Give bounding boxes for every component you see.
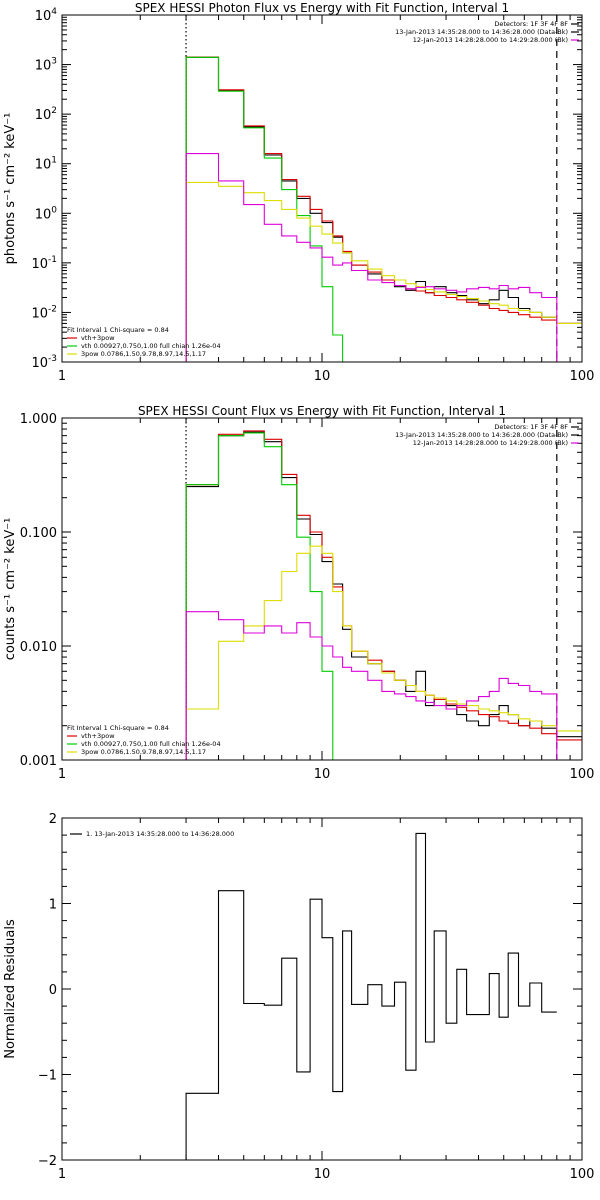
y-tick-label: 1 [49, 898, 57, 913]
y-axis-ticks [62, 422, 582, 761]
plot-frame [61, 417, 583, 761]
y-tick-label: 2 [49, 812, 57, 827]
series-line-5 [185, 153, 582, 362]
y-tick-label: 10-3 [31, 354, 57, 371]
y-tick-label: 103 [35, 57, 57, 74]
y-tick-exponent: 1 [51, 156, 57, 166]
legend-title: Fit Interval 1 Chi-square = 0.84 [67, 326, 169, 334]
x-tick-label: 1 [58, 369, 66, 384]
y-tick-label: 10-2 [31, 304, 57, 321]
y-tick-label: 0.100 [20, 526, 57, 541]
x-tick-label: 10 [314, 369, 331, 384]
series-line-1 [185, 56, 582, 362]
y-tick-exponent: 0 [51, 205, 57, 215]
y-tick-label: 101 [35, 156, 57, 173]
chart-title: SPEX HESSI Photon Flux vs Energy with Fi… [135, 1, 509, 15]
plot-area [185, 832, 557, 1160]
series-line-3 [185, 432, 582, 760]
plot-area [185, 430, 582, 760]
x-tick-label: 1 [58, 767, 66, 782]
y-tick-label: −1 [38, 1069, 57, 1084]
x-axis-ticks [61, 418, 583, 760]
series-line-5 [185, 611, 582, 760]
legend-item-label: 3pow 0.0786,1.50,9.78,8.97,14.5,1.17 [81, 748, 206, 756]
x-axis-ticks [61, 818, 583, 1160]
header-line-3: 12-Jan-2013 14:28:28.000 to 14:29:28.000… [413, 36, 568, 44]
x-tick-label: 100 [570, 767, 595, 782]
legend-item-label: vth 0.00927,0.750,1.00 full chian 1.26e-… [81, 740, 221, 748]
x-tick-label: 1 [58, 1167, 66, 1182]
header-line-3: 12-Jan-2013 14:28:28.000 to 14:29:28.000… [413, 439, 568, 447]
legend-item-label: vth+3pow [81, 334, 115, 342]
chart-title: SPEX HESSI Count Flux vs Energy with Fit… [138, 404, 506, 418]
y-axis-label: counts s⁻¹ cm⁻² keV⁻¹ [3, 518, 18, 661]
y-tick-base: 10 [35, 207, 52, 222]
header-line-2: 13-Jan-2013 14:35:28.000 to 14:36:28.000… [395, 28, 568, 36]
y-tick-label: −2 [38, 1154, 57, 1169]
legend-item-label: 1. 13-Jan-2013 14:35:28.000 to 14:36:28.… [86, 830, 234, 838]
x-tick-label: 100 [570, 369, 595, 384]
chart-panel-1: SPEX HESSI Photon Flux vs Energy with Fi… [3, 1, 594, 384]
y-tick-base: 10 [31, 306, 48, 321]
legend-item-label: 3pow 0.0786,1.50,9.78,8.97,14.5,1.17 [81, 350, 206, 358]
series-line-2 [185, 56, 582, 362]
y-tick-exponent: 3 [51, 57, 57, 67]
y-tick-base: 10 [31, 356, 48, 371]
header-line-1: Detectors: 1F 3F 4F 8F [494, 20, 568, 28]
series-line-2 [185, 430, 582, 760]
y-tick-base: 10 [35, 108, 52, 123]
y-tick-label: 1.000 [20, 412, 57, 427]
x-tick-label: 10 [314, 1167, 331, 1182]
y-tick-exponent: -3 [48, 354, 57, 364]
x-tick-label: 100 [570, 1167, 595, 1182]
legend-item-label: vth+3pow [81, 732, 115, 740]
y-tick-exponent: 2 [51, 106, 57, 116]
plot-frame [61, 14, 583, 363]
y-tick-label: 0.001 [20, 754, 57, 769]
header-line-1: Detectors: 1F 3F 4F 8F [494, 423, 568, 431]
y-axis-label: Normalized Residuals [3, 919, 18, 1059]
series-line-1 [185, 431, 582, 760]
y-axis-ticks [62, 817, 582, 1161]
series-line-3 [185, 56, 582, 362]
y-tick-base: 10 [35, 9, 52, 24]
y-tick-exponent: -2 [48, 304, 57, 314]
header-line-2: 13-Jan-2013 14:35:28.000 to 14:36:28.000… [395, 431, 568, 439]
y-tick-label: 0 [49, 983, 57, 998]
y-tick-exponent: 4 [51, 7, 57, 17]
y-tick-label: 0.010 [20, 640, 57, 655]
x-tick-label: 10 [314, 767, 331, 782]
y-tick-label: 102 [35, 106, 57, 123]
chart-panel-2: SPEX HESSI Count Flux vs Energy with Fit… [3, 404, 594, 782]
series-line-1 [185, 832, 557, 1160]
chart-panel-3: Normalized Residuals 1 10 100 −2 −1 0 1 2 1. 13-J… [3, 812, 594, 1182]
plot-frame [61, 817, 583, 1161]
y-tick-base: 10 [35, 59, 52, 74]
legend-item-label: vth 0.00927,0.750,1.00 full chian 1.26e-… [81, 342, 221, 350]
y-tick-exponent: -1 [48, 255, 57, 265]
series-line-4 [185, 181, 582, 362]
y-tick-label: 10-1 [31, 255, 57, 272]
y-tick-base: 10 [35, 158, 52, 173]
y-tick-label: 104 [35, 7, 58, 24]
y-tick-base: 10 [31, 257, 48, 272]
series-line-4 [185, 545, 582, 760]
y-tick-label: 100 [35, 205, 58, 222]
legend-title: Fit Interval 1 Chi-square = 0.84 [67, 724, 169, 732]
y-axis-label: photons s⁻¹ cm⁻² keV⁻¹ [3, 113, 18, 265]
plot-area [185, 56, 582, 362]
